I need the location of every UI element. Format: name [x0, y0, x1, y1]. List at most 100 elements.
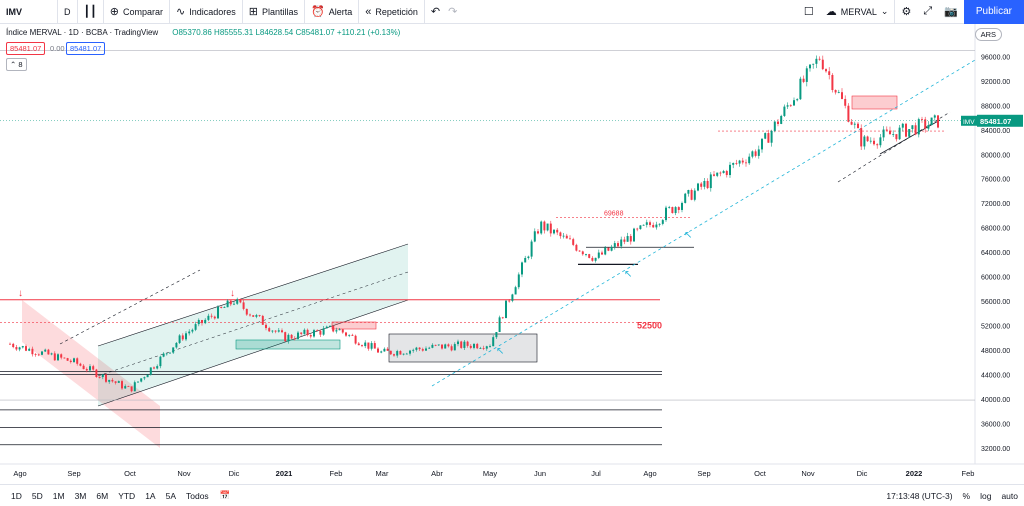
candle-body — [345, 332, 347, 336]
candle-body — [89, 366, 91, 371]
candle-body — [793, 100, 795, 106]
candle-body — [658, 223, 661, 225]
candle-body — [847, 105, 850, 122]
settings-button[interactable]: ⚙ — [895, 0, 917, 24]
candle-body — [450, 346, 453, 351]
candle-body — [117, 381, 120, 383]
templates-button[interactable]: ⊞ Plantillas — [243, 0, 305, 24]
symbol-tag[interactable] — [961, 115, 977, 126]
chart-type-button[interactable]: ┃┃ — [78, 0, 104, 24]
candle-body — [287, 334, 290, 342]
candle-body — [357, 343, 360, 346]
candle-body — [700, 183, 703, 187]
candle-body — [741, 160, 744, 163]
auto-toggle[interactable]: auto — [1001, 490, 1018, 501]
candle-body — [697, 183, 699, 191]
alert-button[interactable]: ⏰ Alerta — [305, 0, 360, 24]
snapshot-button[interactable]: 📷 — [938, 0, 964, 24]
candle-body — [930, 117, 933, 126]
candle-body — [143, 377, 146, 379]
y-tick-label: 72000.00 — [981, 201, 1010, 208]
replay-button[interactable]: «Repetición — [359, 0, 425, 24]
price-axis[interactable] — [975, 24, 1024, 484]
candle-body — [796, 99, 799, 101]
candle-body — [41, 351, 43, 355]
candle-body — [44, 349, 47, 352]
candle-body — [114, 381, 117, 383]
candle-body — [828, 71, 831, 75]
fullscreen-box-button[interactable]: ☐ — [798, 0, 820, 24]
candle-body — [69, 360, 72, 362]
candle-body — [863, 136, 866, 147]
redo-icon[interactable]: ↷ — [448, 6, 458, 18]
candle-body — [690, 190, 693, 200]
candle-body — [645, 222, 648, 225]
timeframe-1d[interactable]: 1D — [11, 490, 22, 501]
candle-body — [223, 307, 226, 309]
timeframe-3m[interactable]: 3M — [74, 490, 87, 501]
y-tick-label: 60000.00 — [981, 275, 1010, 282]
candle-body — [857, 123, 859, 129]
candle-body — [146, 374, 149, 378]
date-range-icon[interactable]: 📅 — [219, 490, 231, 500]
indicators-button[interactable]: ∿ Indicadores — [170, 0, 243, 24]
candle-body — [933, 115, 936, 118]
ask-price-box[interactable]: 85481.07 — [66, 42, 106, 55]
candle-body — [482, 348, 485, 349]
candle-body — [149, 367, 152, 375]
candle-body — [729, 164, 731, 176]
log-toggle[interactable]: log — [980, 490, 992, 501]
symbol-search[interactable]: IMV — [0, 0, 58, 24]
timeframe-5d[interactable]: 5D — [31, 490, 43, 501]
range-box — [388, 333, 538, 363]
candle-body — [882, 129, 885, 138]
timeframe-1m[interactable]: 1M — [52, 490, 65, 501]
candle-body — [197, 320, 200, 325]
percent-toggle[interactable]: % — [962, 490, 971, 501]
timeframe-1a[interactable]: 1A — [145, 490, 156, 501]
candle-body — [79, 363, 82, 366]
candle-body — [31, 348, 34, 355]
candle-body — [597, 252, 600, 258]
x-tick-label: Dic — [857, 469, 868, 478]
fullscreen-button[interactable]: ⤢ — [917, 0, 938, 24]
candle-body — [732, 162, 735, 165]
candle-body — [60, 354, 63, 358]
candle-body — [677, 207, 680, 210]
layout-button[interactable]: ☁ MERVAL ⌄ — [820, 0, 896, 24]
interval-button[interactable]: D — [58, 0, 78, 24]
timeframe-6m[interactable]: 6M — [96, 490, 109, 501]
candle-body — [178, 335, 181, 343]
bid-price-box[interactable]: 85481.07 — [6, 42, 46, 55]
candle-body — [204, 319, 207, 324]
collapse-indicators-button[interactable]: ⌃ 8 — [6, 58, 27, 71]
timeframe-ytd[interactable]: YTD — [118, 490, 136, 501]
candle-body — [565, 235, 568, 239]
uptrend-dashed — [431, 59, 976, 387]
clock-label[interactable]: 17:13:48 (UTC-3) — [886, 490, 953, 501]
candle-body — [213, 316, 216, 319]
templates-label: Plantillas — [261, 6, 298, 17]
alert-label: Alerta — [328, 6, 353, 17]
candle-body — [169, 352, 171, 354]
x-tick-label: Dic — [229, 469, 240, 478]
timeframe-todos[interactable]: Todos — [186, 490, 209, 501]
timeframe-5a[interactable]: 5A — [165, 490, 176, 501]
candle-body — [133, 382, 136, 392]
layout-name: MERVAL — [840, 6, 877, 17]
compare-button[interactable]: ⊕ Comparar — [104, 0, 170, 24]
candle-body — [300, 332, 303, 334]
last-price-tag[interactable] — [977, 114, 1023, 127]
currency-badge[interactable]: ARS — [974, 28, 1002, 41]
annotation-69688: 69688 — [604, 210, 624, 217]
candle-body — [511, 294, 514, 301]
publish-button[interactable]: Publicar — [963, 0, 1024, 24]
candle-body — [786, 105, 789, 107]
candle-body — [767, 133, 770, 143]
candle-body — [380, 351, 383, 353]
down-arrow-icon: ↓ — [230, 288, 235, 299]
price-chart[interactable]: 32000.00 36000.00 40000.00 44000.00 48000.00… — [0, 24, 1024, 484]
undo-icon[interactable]: ↶ — [430, 6, 441, 18]
symbol-label: IMV — [6, 6, 23, 17]
resistance-box — [331, 321, 377, 330]
